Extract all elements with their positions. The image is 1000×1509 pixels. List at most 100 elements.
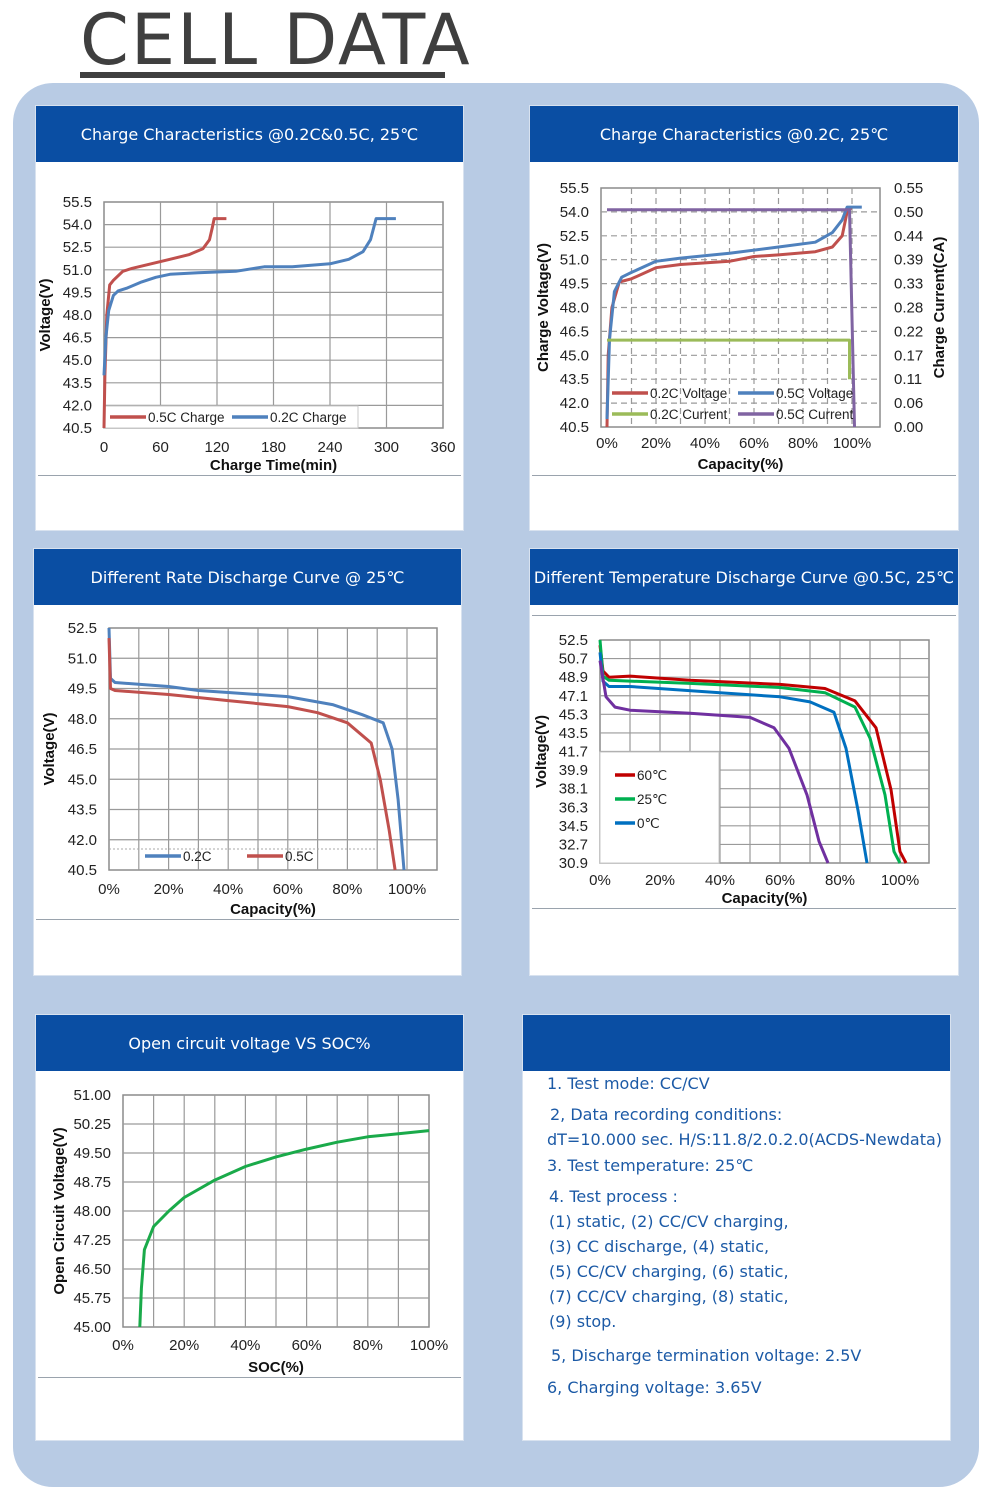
x-tick-label: 100% bbox=[410, 1337, 448, 1354]
y-tick-label: 48.0 bbox=[68, 711, 97, 728]
x-tick-label: 0% bbox=[596, 435, 618, 452]
y-tick-label: 45.0 bbox=[560, 347, 589, 364]
y-tick-label: 48.0 bbox=[63, 307, 92, 324]
y-tick-label: 30.9 bbox=[559, 855, 588, 872]
x-tick-label: 240 bbox=[317, 439, 342, 456]
x-tick-label: 20% bbox=[641, 435, 671, 452]
y-tick-label: 54.0 bbox=[63, 217, 92, 234]
y-tick-label: 51.00 bbox=[73, 1087, 111, 1104]
series-line-0.5C Voltage bbox=[605, 205, 862, 420]
x-tick-label: 0% bbox=[98, 881, 120, 898]
y-tick-label: 40.5 bbox=[63, 420, 92, 437]
y-tick-label: 42.0 bbox=[560, 395, 589, 412]
page-title: CELL DATA bbox=[80, 0, 472, 81]
y-right-tick-label: 0.39 bbox=[894, 252, 923, 269]
x-tick-label: 300 bbox=[374, 439, 399, 456]
y-tick-label: 45.00 bbox=[73, 1319, 111, 1336]
y-axis-title: Voltage(V) bbox=[533, 715, 550, 788]
y-tick-label: 55.5 bbox=[63, 194, 92, 211]
series-line-0℃ bbox=[598, 652, 869, 864]
chart-2: 40.5 42.0 43.5 45.0 46.5 48.0 49.5 51.0 52.5 0% 20… bbox=[41, 620, 438, 918]
y-tick-label: 32.7 bbox=[559, 836, 588, 853]
series-line-0.2C bbox=[107, 627, 406, 871]
y-tick-label: 43.5 bbox=[560, 371, 589, 388]
y-tick-label: 34.5 bbox=[559, 818, 588, 835]
y-tick-label: 46.5 bbox=[63, 330, 92, 347]
y-tick-label: 52.5 bbox=[559, 632, 588, 649]
divider bbox=[38, 475, 461, 476]
x-tick-label: 60 bbox=[152, 439, 169, 456]
x-axis-title: Charge Time(min) bbox=[210, 457, 337, 474]
legend-label: 60℃ bbox=[637, 768, 667, 783]
y-right-tick-label: 0.22 bbox=[894, 323, 923, 340]
note-line: dT=10.000 sec. H/S:11.8/2.0.2.0(ACDS-New… bbox=[547, 1130, 943, 1149]
note-line: (7) CC/CV charging, (8) static, bbox=[549, 1287, 789, 1306]
x-tick-label: 0% bbox=[589, 872, 611, 889]
y-tick-label: 51.0 bbox=[68, 650, 97, 667]
y-tick-label: 51.0 bbox=[560, 252, 589, 269]
y-tick-label: 50.25 bbox=[73, 1116, 111, 1133]
y-right-tick-label: 0.50 bbox=[894, 204, 923, 221]
y-tick-label: 46.5 bbox=[560, 323, 589, 340]
y-tick-label: 43.5 bbox=[559, 725, 588, 742]
x-tick-label: 40% bbox=[230, 1337, 260, 1354]
x-tick-label: 0 bbox=[100, 439, 108, 456]
panel-header: Different Rate Discharge Curve @ 25℃ bbox=[34, 549, 461, 605]
x-axis-title: Capacity(%) bbox=[722, 890, 808, 907]
note-line: (9) stop. bbox=[549, 1312, 617, 1331]
series-line-0.5C Current bbox=[607, 208, 856, 428]
x-tick-label: 100% bbox=[388, 881, 426, 898]
y-tick-label: 50.7 bbox=[559, 651, 588, 668]
y-tick-label: 48.75 bbox=[73, 1174, 111, 1191]
panel-header bbox=[523, 1015, 950, 1071]
legend-label: 0.5C Current bbox=[776, 407, 854, 422]
panel-header: Open circuit voltage VS SOC% bbox=[36, 1015, 463, 1071]
y-tick-label: 45.3 bbox=[559, 706, 588, 723]
divider bbox=[38, 1377, 461, 1378]
chart-0: 40.5 42.0 43.5 45.0 46.5 48.0 49.5 51.0 52.5 54.0… bbox=[37, 194, 456, 474]
legend-label: 0.2C bbox=[183, 849, 212, 864]
y-tick-label: 36.3 bbox=[559, 799, 588, 816]
y-right-tick-label: 0.00 bbox=[894, 419, 923, 436]
y-tick-label: 40.5 bbox=[68, 862, 97, 879]
y-right-tick-label: 0.11 bbox=[894, 371, 922, 388]
y-tick-label: 52.5 bbox=[63, 239, 92, 256]
y-right-tick-label: 0.33 bbox=[894, 276, 923, 293]
x-axis-title: SOC(%) bbox=[248, 1359, 304, 1376]
x-tick-label: 120 bbox=[204, 439, 229, 456]
y-tick-label: 48.00 bbox=[73, 1203, 111, 1220]
y-tick-label: 38.1 bbox=[559, 781, 588, 798]
y-tick-label: 45.0 bbox=[63, 352, 92, 369]
y-tick-label: 45.0 bbox=[68, 771, 97, 788]
y-tick-label: 43.5 bbox=[63, 375, 92, 392]
y-right-tick-label: 0.44 bbox=[894, 228, 923, 245]
y-tick-label: 49.5 bbox=[63, 284, 92, 301]
y-axis-title: Open Circuit Voltage(V) bbox=[51, 1127, 68, 1294]
y-tick-label: 46.5 bbox=[68, 741, 97, 758]
note-line: 6, Charging voltage: 3.65V bbox=[547, 1378, 762, 1397]
series-line-0.2C Current bbox=[607, 338, 851, 380]
y-tick-label: 43.5 bbox=[68, 802, 97, 819]
y-tick-label: 47.25 bbox=[73, 1232, 111, 1249]
y-tick-label: 42.0 bbox=[68, 832, 97, 849]
x-tick-label: 80% bbox=[788, 435, 818, 452]
x-tick-label: 60% bbox=[739, 435, 769, 452]
y-tick-label: 46.50 bbox=[73, 1261, 111, 1278]
note-line: 1. Test mode: CC/CV bbox=[547, 1074, 710, 1093]
x-tick-label: 60% bbox=[292, 1337, 322, 1354]
chart-3: 30.9 32.734.5 36.338.1 39.941.7 43.5 45.347.1… bbox=[533, 632, 930, 907]
x-tick-label: 360 bbox=[430, 439, 455, 456]
x-tick-label: 180 bbox=[261, 439, 286, 456]
legend-label: 0.2C Charge bbox=[270, 410, 347, 425]
y-right-tick-label: 0.28 bbox=[894, 300, 923, 317]
x-tick-label: 80% bbox=[825, 872, 855, 889]
divider bbox=[532, 615, 956, 616]
note-line: 3. Test temperature: 25℃ bbox=[547, 1156, 754, 1175]
x-tick-label: 80% bbox=[353, 1337, 383, 1354]
series-line-0.2C Charge bbox=[102, 217, 396, 376]
series-line-OCV bbox=[138, 1129, 430, 1328]
y-tick-label: 51.0 bbox=[63, 262, 92, 279]
note-line: (3) CC discharge, (4) static, bbox=[549, 1237, 770, 1256]
y-tick-label: 42.0 bbox=[63, 397, 92, 414]
divider bbox=[36, 919, 459, 920]
